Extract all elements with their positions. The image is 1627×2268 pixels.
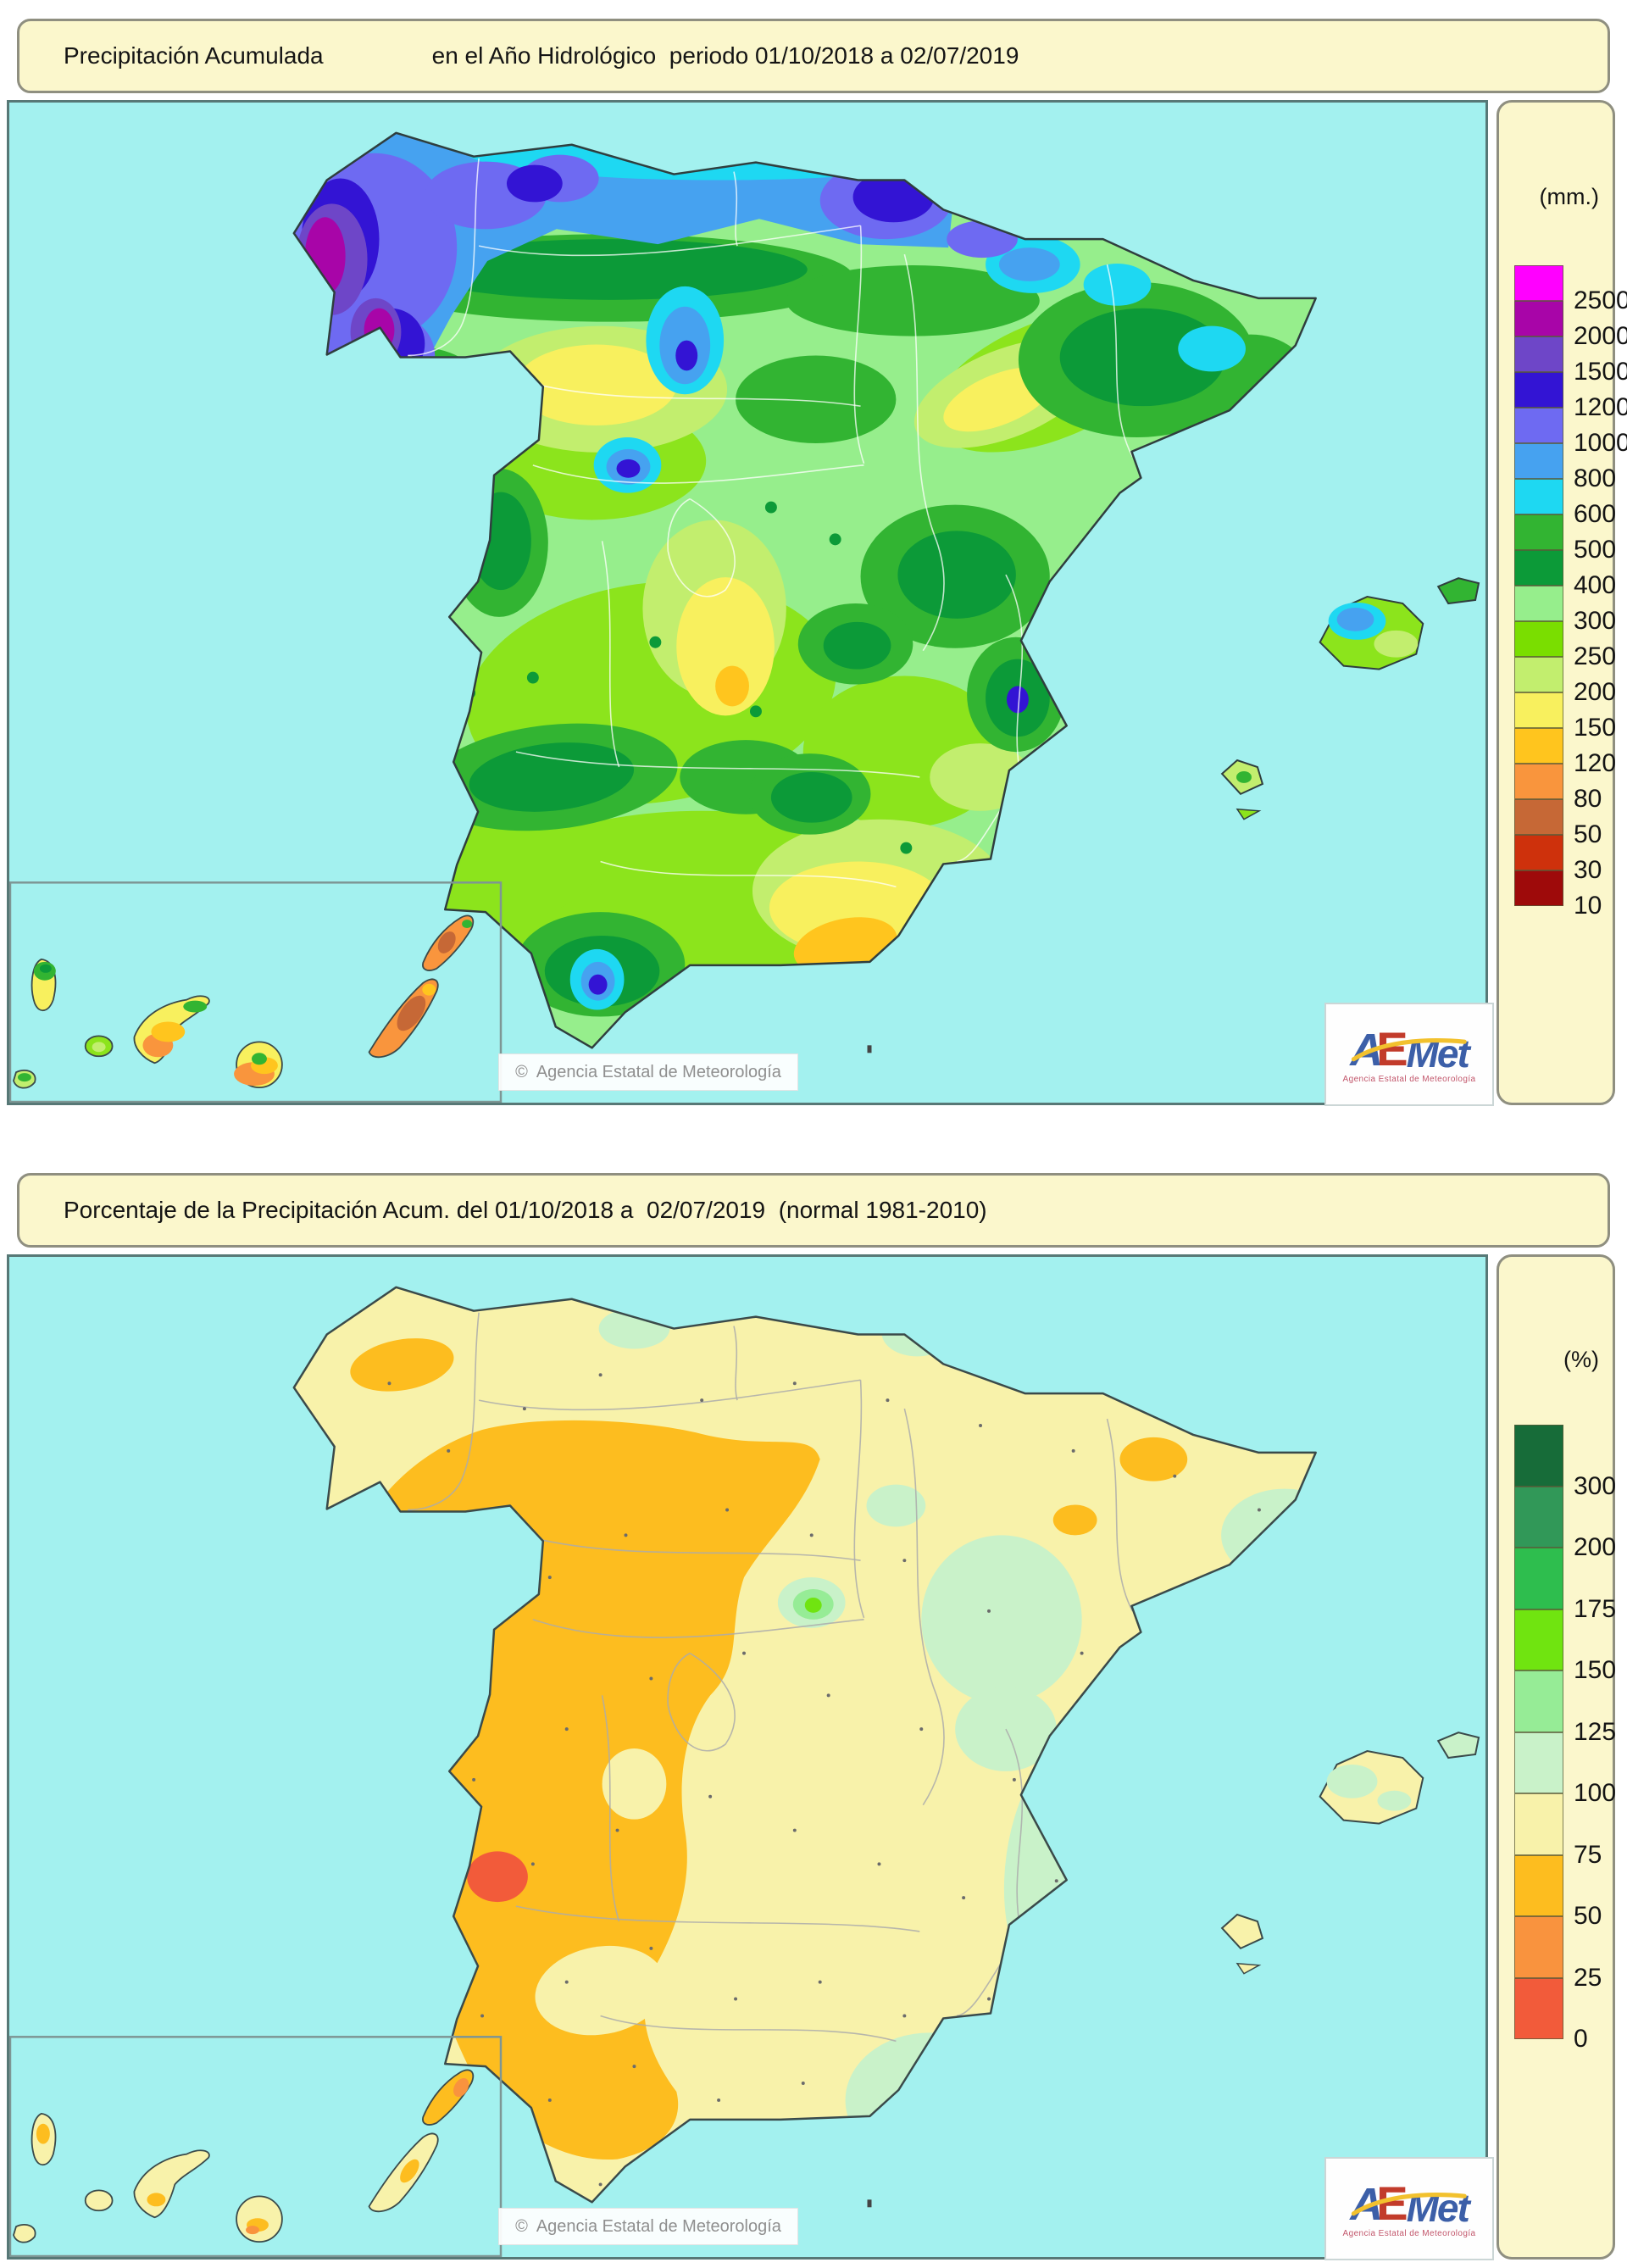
legend-cell [1514,1609,1563,1670]
map-percentage: © Agencia Estatal de Meteorología A E Met … [7,1254,1494,2260]
legend-cell [1514,408,1563,443]
balearic-islands [1220,577,1480,820]
legend-label: 200 [1574,678,1617,706]
aemet-logo: A E Met Agencia Estatal de Meteorología [1324,2157,1494,2260]
legend-cell [1514,514,1563,550]
balearic-islands [1220,1732,1480,1975]
legend-label: 2500 [1574,286,1627,314]
logo-wordmark: A E Met [1350,2176,1470,2230]
legend-label: 50 [1574,1902,1602,1930]
panel-title-period: en el Año Hidrológico periodo 01/10/2018… [431,42,1019,69]
legend-cell [1514,1854,1563,1916]
map-precipitation: © Agencia Estatal de Meteorología A E Met … [7,100,1494,1106]
legend-label: 500 [1574,536,1617,564]
legend-cell [1514,764,1563,799]
canary-inset [9,2036,503,2257]
legend-cell [1514,301,1563,336]
copyright-text: © Agencia Estatal de Meteorología [515,2216,781,2236]
legend-label: 1500 [1574,358,1627,386]
logo-letters-met: Met [1406,1031,1470,1076]
legend-label: 30 [1574,856,1602,884]
legend-label: 2000 [1574,322,1627,350]
legend-cell [1514,692,1563,728]
spain-precipitation-map-svg [9,103,1485,1103]
legend-cell [1514,621,1563,657]
legend-cell [1514,443,1563,479]
legend-precipitation: (mm.) 2500 2000 1500 1200 1000 800 600 500 400 30… [1497,100,1627,1105]
logo-letter-e: E [1376,1021,1408,1076]
logo-wordmark: A E Met [1350,1021,1470,1076]
legend-label: 0 [1574,2025,1588,2053]
panel-title-main: Precipitación Acumulada [64,42,324,69]
copyright-text: © Agencia Estatal de Meteorología [515,1062,781,1081]
panel-title-main: Porcentaje de la Precipitación Acum. del… [64,1197,987,1223]
legend-cell [1514,479,1563,514]
panel-precipitation: Precipitación Acumulada en el Año Hidrol… [7,19,1627,1106]
legend-label: 200 [1574,1533,1617,1561]
title-bar-percentage: Porcentaje de la Precipitación Acum. del… [17,1173,1610,1248]
legend-label: 80 [1574,785,1602,813]
legend-cell [1514,870,1563,906]
logo-letters-met: Met [1406,2185,1470,2230]
legend-label: 1000 [1574,429,1627,457]
aemet-logo: A E Met Agencia Estatal de Meteorología [1324,1003,1494,1106]
legend-label: 300 [1574,607,1617,635]
panel-percentage: Porcentaje de la Precipitación Acum. del… [0,1154,1627,2268]
legend-label: 300 [1574,1471,1617,1500]
legend-cell [1514,1793,1563,1855]
legend-unit: (mm.) [1539,184,1599,209]
legend-label: 250 [1574,642,1617,670]
legend-cell [1514,1486,1563,1548]
legend-cell [1514,1670,1563,1732]
legend-label: 1200 [1574,393,1627,421]
legend-cell [1514,372,1563,408]
legend-cell [1514,550,1563,586]
spain-percentage-map-svg [9,1257,1485,2257]
legend-label: 125 [1574,1717,1617,1746]
canary-inset [9,881,503,1103]
legend-label: 175 [1574,1594,1617,1623]
copyright-watermark: © Agencia Estatal de Meteorología [498,1053,798,1091]
title-bar-precipitation: Precipitación Acumulada en el Año Hidrol… [17,19,1610,93]
legend-cell [1514,835,1563,870]
spain-outline [292,131,1317,1049]
alboran-island [867,2199,872,2208]
copyright-watermark: © Agencia Estatal de Meteorología [498,2208,798,2245]
logo-subtitle: Agencia Estatal de Meteorología [1342,1074,1476,1084]
legend-label: 150 [1574,714,1617,742]
alboran-island [867,1045,872,1053]
legend-cell [1514,265,1563,301]
legend-cell [1514,1977,1563,2039]
legend-cell [1514,586,1563,621]
legend-cell [1514,1732,1563,1793]
legend-label: 120 [1574,749,1617,777]
legend-label: 150 [1574,1656,1617,1684]
legend-cell [1514,1916,1563,1978]
legend-label: 25 [1574,1963,1602,1992]
logo-subtitle: Agencia Estatal de Meteorología [1342,2228,1476,2238]
legend-unit: (%) [1563,1347,1599,1372]
legend-cell [1514,1548,1563,1609]
spain-outline [292,1286,1317,2204]
legend-cell [1514,728,1563,764]
legend-label: 10 [1574,892,1602,920]
province-borders [408,158,1134,888]
legend-label: 600 [1574,500,1617,528]
legend-cell [1514,1425,1563,1487]
legend-percentage: (%) 300 200 175 150 125 100 75 50 25 0 [1497,1254,1617,2260]
logo-letter-e: E [1376,2176,1408,2230]
legend-label: 50 [1574,820,1602,848]
legend-label: 400 [1574,571,1617,599]
legend-cell [1514,799,1563,835]
legend-label: 100 [1574,1779,1617,1807]
legend-cell [1514,336,1563,372]
legend-label: 75 [1574,1840,1602,1869]
legend-label: 800 [1574,464,1617,492]
legend-cell [1514,657,1563,692]
